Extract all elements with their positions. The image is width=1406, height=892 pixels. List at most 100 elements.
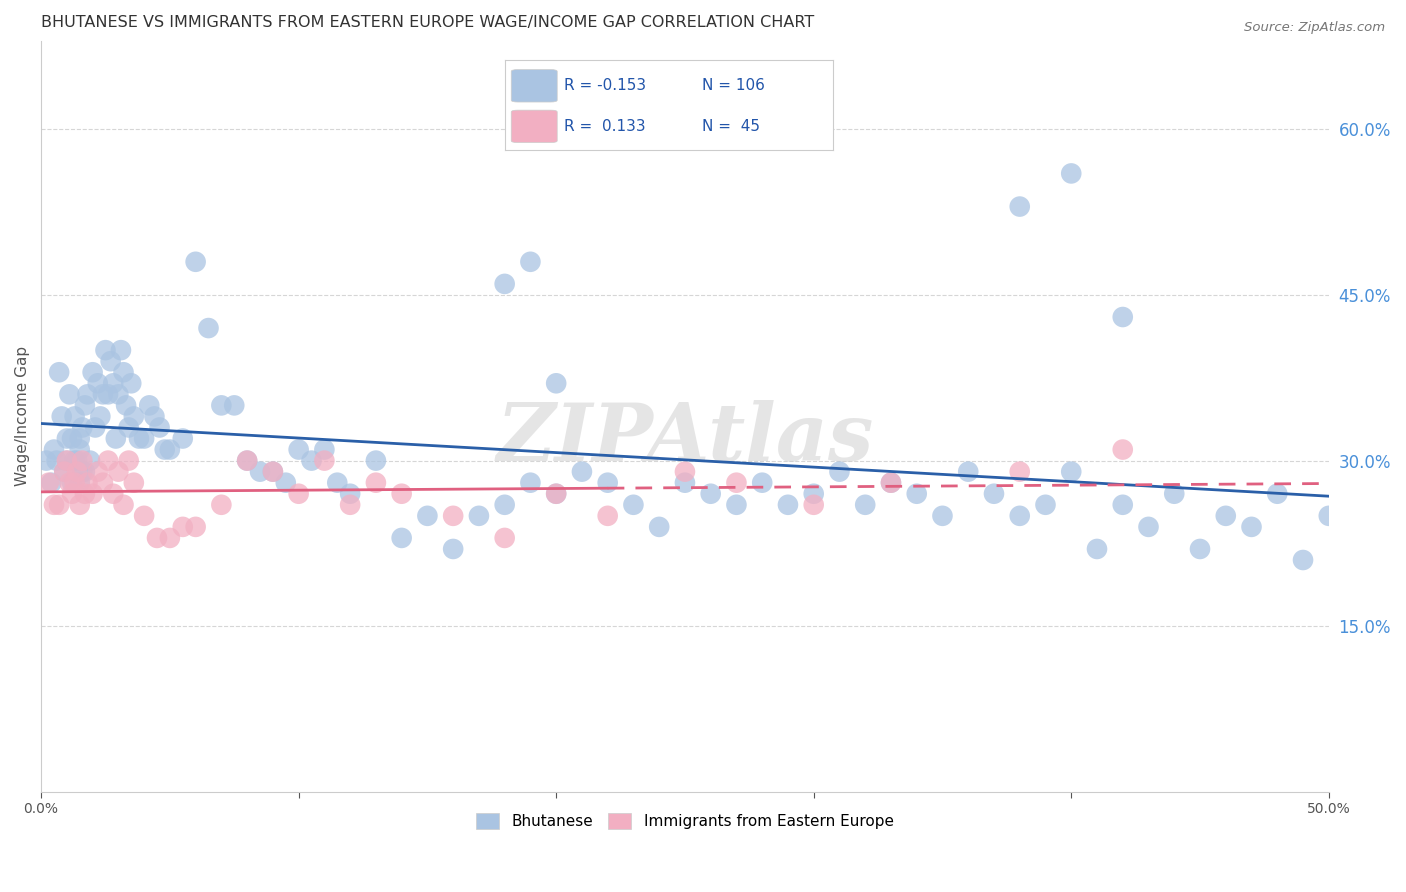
- Point: [1112, 498, 1135, 512]
- Point: [880, 475, 903, 490]
- Point: [91, 475, 114, 490]
- Point: [546, 487, 568, 501]
- Point: [803, 487, 825, 501]
- Point: [301, 453, 323, 467]
- Point: [60, 487, 83, 501]
- Point: [100, 354, 122, 368]
- Point: [673, 475, 696, 490]
- Point: [172, 432, 194, 446]
- Point: [159, 531, 181, 545]
- Y-axis label: Wage/Income Gap: Wage/Income Gap: [15, 346, 30, 486]
- Point: [172, 520, 194, 534]
- Text: Source: ZipAtlas.com: Source: ZipAtlas.com: [1244, 21, 1385, 34]
- Point: [112, 365, 135, 379]
- Point: [72, 453, 94, 467]
- Point: [249, 465, 271, 479]
- Point: [112, 498, 135, 512]
- Point: [35, 453, 58, 467]
- Point: [1240, 520, 1263, 534]
- Point: [391, 531, 413, 545]
- Point: [53, 465, 76, 479]
- Point: [326, 475, 349, 490]
- Point: [287, 487, 309, 501]
- Point: [73, 487, 96, 501]
- Point: [364, 475, 387, 490]
- Point: [236, 453, 259, 467]
- Point: [184, 520, 207, 534]
- Point: [76, 387, 98, 401]
- Point: [1112, 442, 1135, 457]
- Point: [931, 508, 953, 523]
- Point: [146, 531, 169, 545]
- Point: [122, 475, 145, 490]
- Point: [56, 432, 79, 446]
- Point: [53, 465, 76, 479]
- Point: [1008, 508, 1031, 523]
- Point: [69, 442, 91, 457]
- Point: [60, 432, 83, 446]
- Point: [89, 409, 111, 424]
- Point: [48, 498, 70, 512]
- Point: [72, 420, 94, 434]
- Point: [546, 376, 568, 391]
- Point: [416, 508, 439, 523]
- Point: [623, 498, 645, 512]
- Point: [441, 541, 464, 556]
- Point: [153, 442, 176, 457]
- Point: [103, 487, 125, 501]
- Point: [1060, 465, 1083, 479]
- Point: [56, 453, 79, 467]
- Point: [72, 465, 94, 479]
- Point: [138, 398, 160, 412]
- Point: [673, 465, 696, 479]
- Point: [143, 409, 166, 424]
- Point: [69, 498, 91, 512]
- Point: [236, 453, 259, 467]
- Point: [262, 465, 284, 479]
- Point: [184, 254, 207, 268]
- Point: [391, 487, 413, 501]
- Point: [803, 498, 825, 512]
- Point: [494, 531, 516, 545]
- Point: [1035, 498, 1057, 512]
- Point: [1085, 541, 1108, 556]
- Point: [441, 508, 464, 523]
- Point: [197, 321, 219, 335]
- Point: [107, 387, 129, 401]
- Point: [1317, 508, 1340, 523]
- Point: [42, 442, 65, 457]
- Point: [63, 453, 86, 467]
- Point: [134, 432, 156, 446]
- Point: [63, 409, 86, 424]
- Point: [314, 442, 336, 457]
- Point: [274, 475, 297, 490]
- Point: [1112, 310, 1135, 324]
- Point: [94, 343, 117, 358]
- Point: [60, 475, 83, 490]
- Point: [828, 465, 851, 479]
- Point: [41, 475, 63, 490]
- Point: [494, 498, 516, 512]
- Point: [56, 453, 79, 467]
- Point: [494, 277, 516, 291]
- Point: [1060, 166, 1083, 180]
- Point: [51, 409, 73, 424]
- Point: [699, 487, 721, 501]
- Point: [82, 487, 104, 501]
- Point: [1292, 553, 1315, 567]
- Point: [1188, 541, 1211, 556]
- Point: [209, 498, 232, 512]
- Text: ZIPAtlas: ZIPAtlas: [496, 401, 873, 478]
- Point: [1008, 465, 1031, 479]
- Point: [76, 475, 98, 490]
- Point: [87, 465, 110, 479]
- Point: [1163, 487, 1185, 501]
- Point: [148, 420, 170, 434]
- Point: [364, 453, 387, 467]
- Point: [287, 442, 309, 457]
- Point: [87, 376, 110, 391]
- Point: [82, 365, 104, 379]
- Point: [880, 475, 903, 490]
- Point: [468, 508, 491, 523]
- Point: [905, 487, 928, 501]
